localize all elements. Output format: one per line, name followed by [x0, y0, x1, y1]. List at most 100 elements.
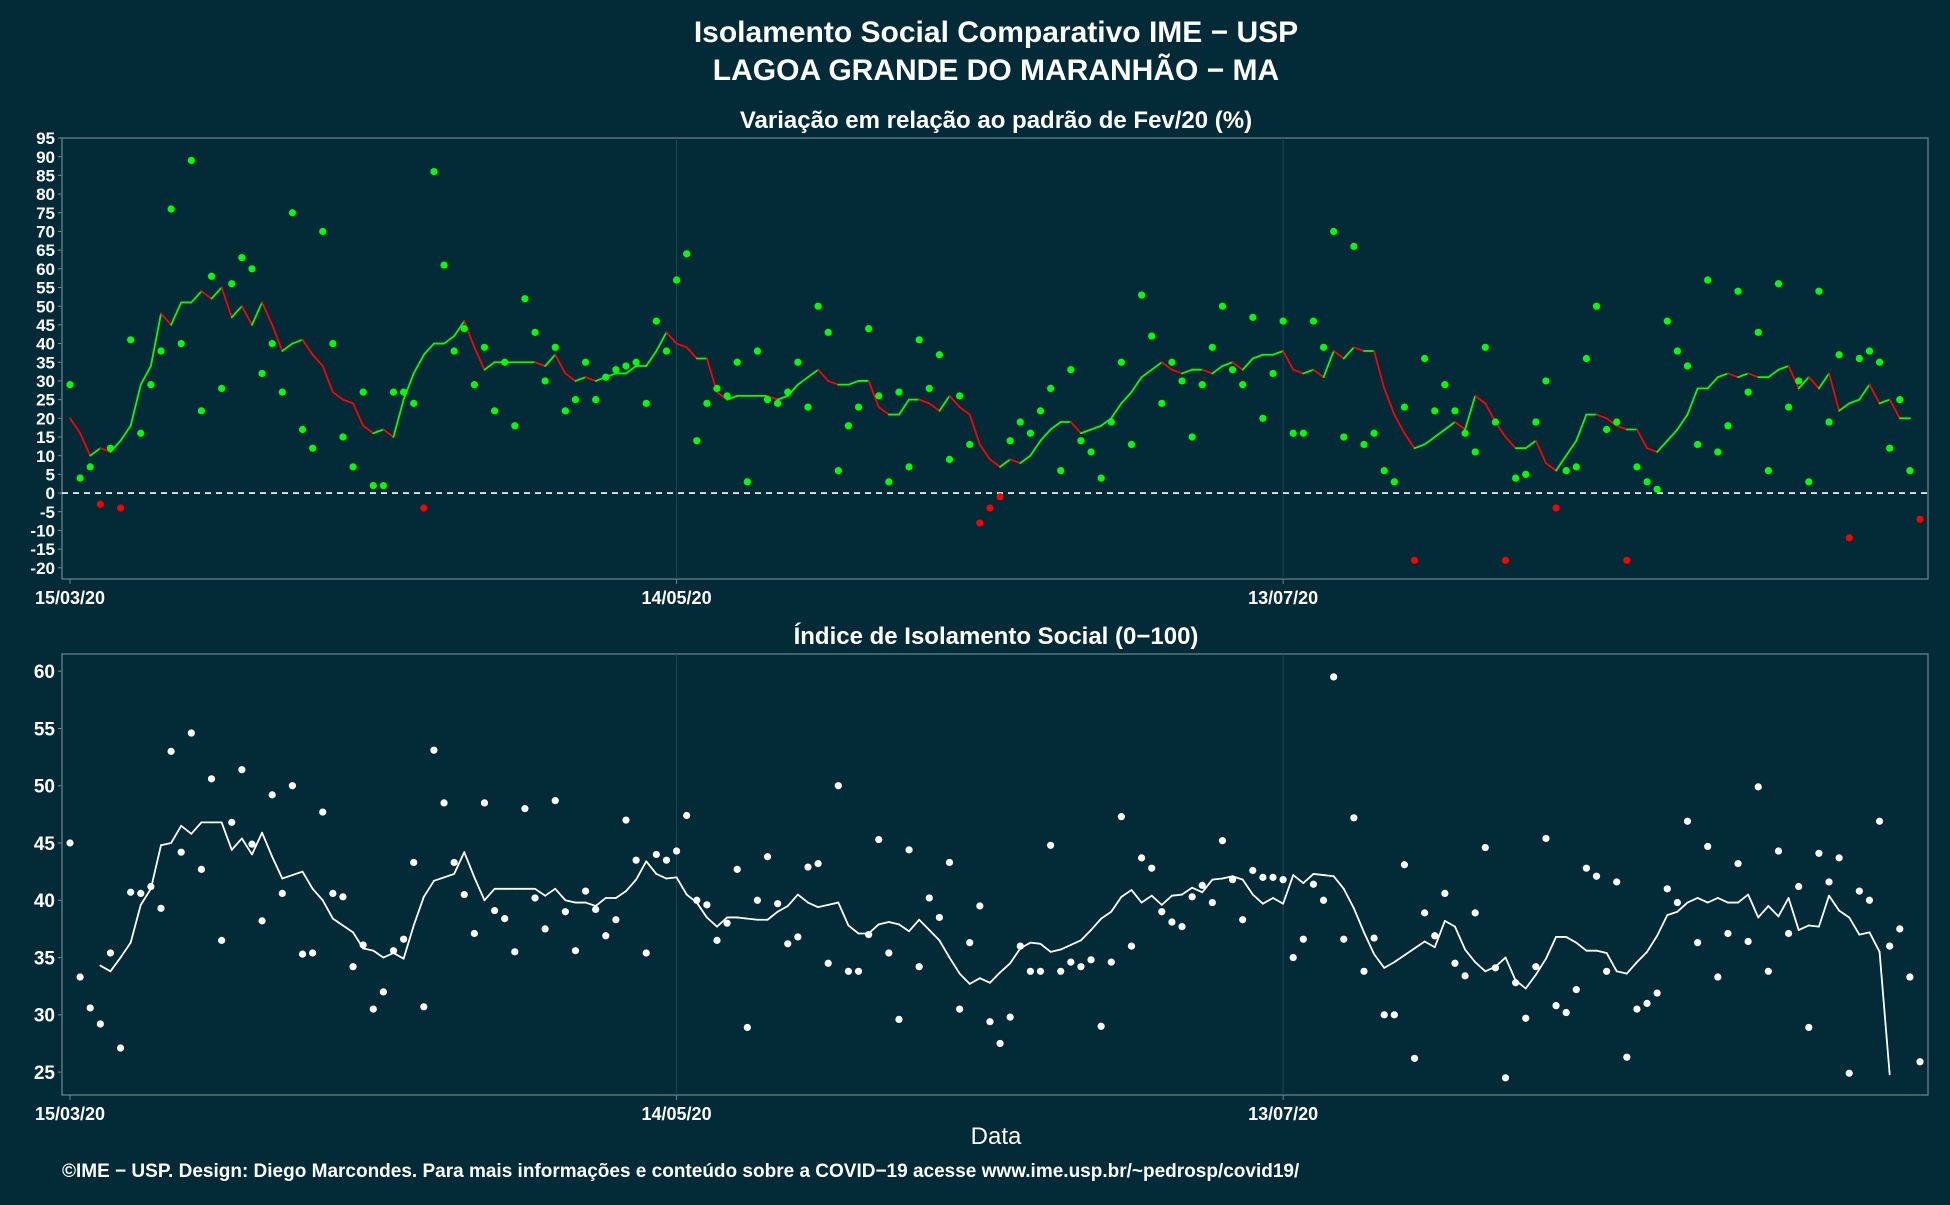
moving-average-segment	[1090, 917, 1103, 931]
moving-average-segment	[170, 301, 183, 326]
x-tick-label: 13/07/20	[1248, 1104, 1318, 1124]
data-point	[905, 846, 913, 854]
moving-average-segment	[716, 916, 729, 928]
moving-average-segment	[1029, 941, 1042, 945]
main-subtitle: LAGOA GRANDE DO MARANHÃO − MA	[713, 53, 1279, 87]
data-point	[875, 835, 883, 844]
moving-average-segment	[473, 876, 486, 902]
data-point	[1481, 843, 1489, 852]
moving-average-segment	[160, 312, 172, 326]
data-point	[480, 799, 489, 807]
data-point	[804, 403, 812, 411]
moving-average-segment	[1120, 391, 1133, 405]
moving-average-segment	[443, 335, 456, 345]
data-point	[672, 847, 681, 855]
data-point	[824, 328, 832, 336]
moving-average-segment	[685, 346, 698, 360]
moving-average-segment	[230, 305, 243, 319]
moving-average-segment	[1201, 368, 1214, 375]
moving-average-segment	[200, 290, 213, 300]
data-point	[1289, 953, 1297, 962]
data-point	[511, 948, 519, 956]
moving-average-segment	[1352, 907, 1365, 934]
data-point	[1309, 880, 1318, 888]
moving-average-segment	[1737, 372, 1750, 379]
moving-average-segment	[342, 924, 354, 934]
moving-average-segment	[1747, 372, 1760, 379]
moving-average-segment	[129, 383, 142, 427]
data-point	[561, 407, 569, 415]
moving-average-segment	[1787, 365, 1800, 390]
moving-average-segment	[443, 873, 456, 879]
data-point	[1704, 276, 1712, 284]
data-point	[824, 959, 832, 967]
moving-average-segment	[1383, 961, 1396, 969]
moving-average-segment	[635, 860, 648, 881]
data-point	[369, 1005, 377, 1013]
moving-average-segment	[1272, 897, 1285, 905]
data-point	[1623, 556, 1631, 564]
x-tick-label: 14/05/20	[642, 588, 712, 608]
data-point	[895, 388, 903, 396]
moving-average-segment	[352, 402, 365, 427]
moving-average-segment	[1433, 919, 1446, 949]
data-point	[723, 919, 731, 927]
moving-average-segment	[958, 406, 971, 416]
data-point	[400, 935, 408, 943]
moving-average-segment	[766, 910, 779, 921]
moving-average-segment	[1595, 413, 1608, 420]
moving-average-segment	[119, 941, 132, 959]
moving-average-segment	[776, 905, 789, 913]
data-point	[602, 932, 610, 940]
data-point	[1875, 358, 1884, 366]
data-point	[1299, 935, 1307, 943]
data-point	[1249, 866, 1257, 875]
data-point	[228, 818, 236, 826]
data-point	[1410, 556, 1419, 564]
x-axis-label: Data	[971, 1123, 1022, 1150]
data-point	[1461, 972, 1469, 980]
moving-average-segment	[1767, 905, 1780, 918]
moving-average-segment	[1059, 944, 1072, 951]
moving-average-segment	[908, 918, 921, 933]
data-point	[915, 963, 923, 971]
data-point	[329, 339, 337, 348]
moving-average-segment	[301, 870, 314, 890]
data-point	[1461, 429, 1469, 437]
moving-average-segment	[1241, 878, 1254, 896]
moving-average-segment	[1049, 421, 1062, 431]
moving-average-segment	[1666, 428, 1679, 442]
data-point	[1269, 369, 1277, 378]
moving-average-segment	[918, 398, 931, 405]
data-point	[1896, 925, 1904, 933]
data-point	[1178, 923, 1186, 931]
moving-average-segment	[311, 887, 324, 902]
moving-average-segment	[321, 365, 334, 394]
data-point	[774, 900, 782, 908]
data-point	[349, 463, 357, 471]
data-point	[410, 399, 418, 407]
data-point	[1845, 534, 1853, 542]
moving-average-segment	[1181, 886, 1194, 896]
data-point	[774, 399, 782, 407]
moving-average-segment	[220, 821, 233, 851]
data-point	[339, 893, 347, 901]
moving-average-segment	[695, 901, 708, 919]
moving-average-segment	[736, 916, 749, 920]
moving-average-segment	[999, 458, 1012, 468]
data-point	[116, 1044, 125, 1052]
moving-average-segment	[655, 331, 668, 352]
moving-average-segment	[867, 380, 880, 408]
moving-average-segment	[170, 824, 183, 844]
data-point	[1036, 967, 1045, 975]
moving-average-segment	[534, 887, 547, 897]
moving-average-segment	[1342, 346, 1355, 360]
data-point	[1825, 418, 1833, 426]
data-point	[1047, 841, 1055, 849]
data-point	[1390, 1011, 1398, 1019]
data-point	[935, 351, 943, 359]
data-point	[1906, 973, 1914, 981]
moving-average-segment	[1524, 973, 1537, 990]
moving-average-segment	[948, 394, 961, 408]
